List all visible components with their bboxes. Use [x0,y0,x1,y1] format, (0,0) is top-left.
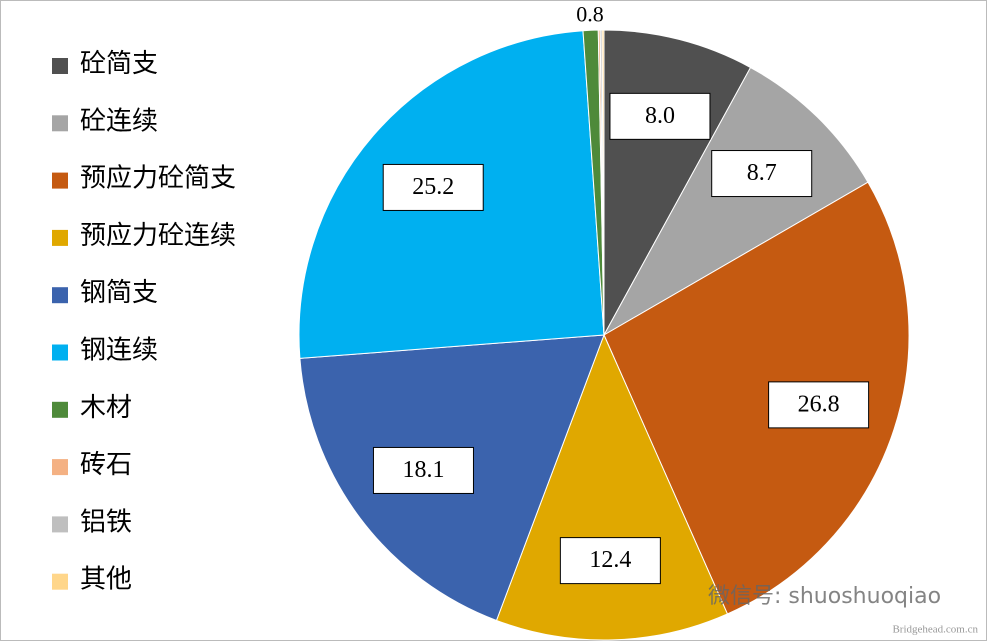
legend-label: 预应力砼连续 [80,221,236,250]
data-label-box [372,446,474,494]
legend-swatch [52,115,68,132]
legend-label: 其他 [80,565,132,594]
legend-label: 砖石 [80,450,132,479]
data-label-box [382,163,484,211]
legend-swatch [52,58,68,74]
legend-label: 砼简支 [80,49,158,78]
pie-slice [603,181,910,615]
pie-slice [602,66,869,337]
legend-label: 预应力砼简支 [80,164,236,193]
data-label: 25.2 [412,174,454,200]
legend-label: 木材 [80,393,132,422]
legend-label: 砼连续 [80,106,158,135]
legend-swatch [52,516,68,533]
legend-swatch [52,172,68,189]
data-label: 8.0 [645,103,675,129]
legend-swatch [52,287,68,304]
data-label-box [609,92,711,140]
site-watermark: Bridgehead.com.cn [892,624,978,636]
legend-swatch [52,229,68,246]
data-label: 8.7 [747,160,777,186]
legend-label: 铝铁 [80,507,132,536]
watermark: 微信号: shuoshuoqiao [708,584,941,609]
pie-slice [495,333,729,641]
legend-label: 钢简支 [80,278,158,307]
legend-swatch [52,459,68,476]
legend-swatch [52,344,68,361]
data-label-box [559,537,661,585]
data-label-box [768,381,870,429]
data-label: 12.4 [589,547,631,573]
legend-label: 钢连续 [80,335,158,364]
data-label: 26.8 [798,391,840,417]
data-label: 18.1 [402,457,444,483]
legend-swatch [52,401,68,418]
legend-swatch [52,573,68,590]
data-label: 0.8 [576,1,604,26]
pie-slice [601,29,605,336]
data-label-box [711,150,813,198]
